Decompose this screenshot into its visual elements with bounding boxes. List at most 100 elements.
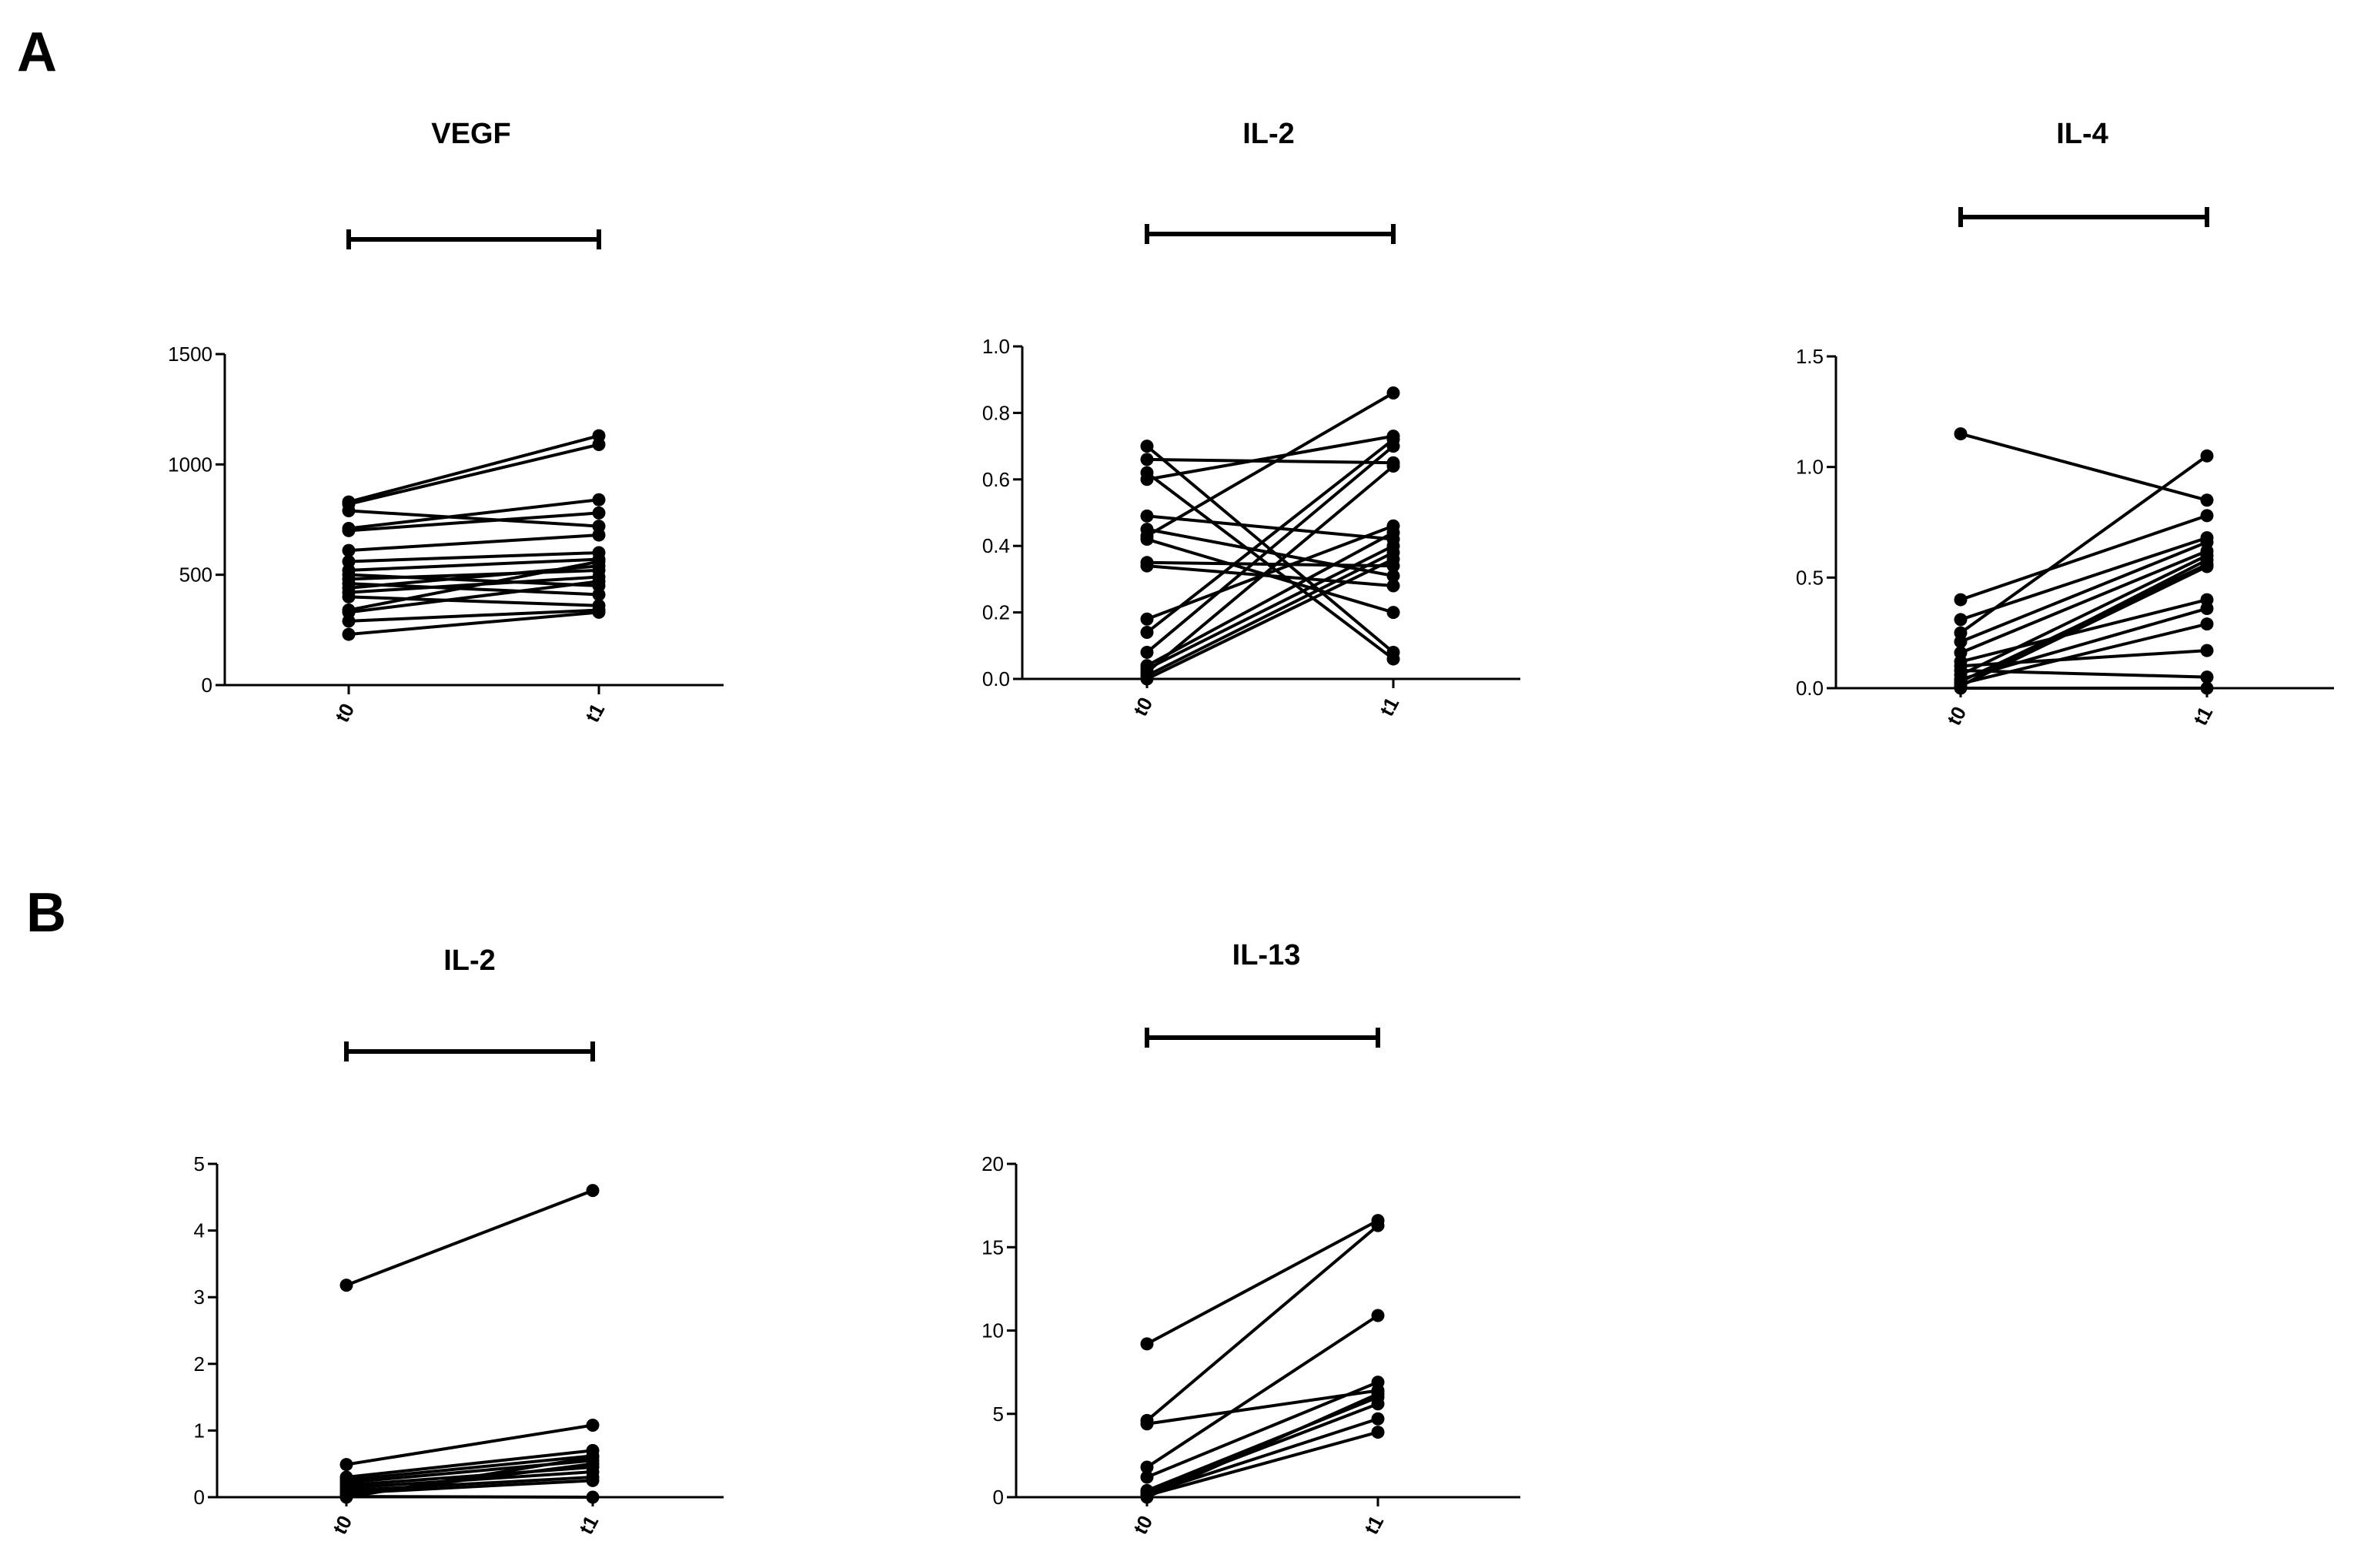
data-point-t0 xyxy=(1140,1470,1154,1484)
data-point-t1 xyxy=(1386,526,1400,540)
series-line xyxy=(346,1454,594,1482)
series-line xyxy=(346,1476,594,1493)
series-line xyxy=(1146,457,1394,465)
data-point-t0 xyxy=(1140,1337,1154,1351)
series-line xyxy=(1959,454,2209,634)
data-point-t1 xyxy=(1386,440,1400,453)
series-line xyxy=(1146,1389,1379,1426)
data-point-t0 xyxy=(339,1490,353,1504)
series-line xyxy=(1960,536,2208,621)
series-line xyxy=(1146,434,1394,481)
series-line xyxy=(1145,438,1395,634)
data-point-t1 xyxy=(1371,1397,1385,1411)
chart-title: IL-4 xyxy=(2056,118,2108,150)
y-tick-label: 5 xyxy=(194,1152,205,1175)
data-point-t1 xyxy=(1371,1412,1385,1426)
data-point-t0 xyxy=(1140,672,1154,686)
series-line xyxy=(348,568,600,581)
data-point-t0 xyxy=(1140,1460,1154,1474)
data-point-t0 xyxy=(1954,427,1968,441)
panel-label-b: B xyxy=(26,882,66,944)
data-point-t0 xyxy=(1140,1490,1154,1504)
x-tick-label: t0 xyxy=(1129,1512,1157,1539)
series-line xyxy=(348,551,600,563)
data-point-t1 xyxy=(2200,602,2214,616)
data-point-t1 xyxy=(592,506,606,520)
y-tick-label: 0.5 xyxy=(1796,566,1824,589)
data-point-t1 xyxy=(586,1490,600,1504)
data-point-t1 xyxy=(2200,644,2214,657)
y-tick-label: 4 xyxy=(194,1219,205,1242)
y-tick-label: 0.2 xyxy=(982,601,1010,624)
data-point-t1 xyxy=(586,1418,600,1432)
x-tick-label: t1 xyxy=(580,700,609,727)
y-tick-label: 500 xyxy=(179,563,212,587)
data-point-t0 xyxy=(1140,533,1154,547)
series-line xyxy=(1145,391,1395,537)
series-line xyxy=(1146,1430,1379,1497)
series-line xyxy=(346,1189,594,1287)
y-tick-label: 0.8 xyxy=(982,401,1010,424)
chart-1: VEGF 0 500 1000 1500 t0 t1 xyxy=(168,118,724,726)
data-point-t0 xyxy=(1140,473,1154,486)
series-line xyxy=(348,443,600,506)
series-line xyxy=(1146,557,1394,680)
series-line xyxy=(348,434,600,504)
series-line xyxy=(346,1449,594,1479)
series-line xyxy=(348,533,600,553)
y-tick-label: 15 xyxy=(981,1235,1004,1259)
series-line xyxy=(1960,669,2208,679)
y-tick-label: 0 xyxy=(993,1486,1004,1509)
data-point-t0 xyxy=(342,543,356,557)
data-point-t1 xyxy=(592,587,606,601)
data-point-t1 xyxy=(1386,569,1400,583)
series-line xyxy=(348,595,600,607)
y-tick-label: 0 xyxy=(202,674,212,697)
data-point-t0 xyxy=(342,627,356,641)
data-point-t1 xyxy=(1371,1309,1385,1322)
data-point-t1 xyxy=(1386,652,1400,666)
series-line xyxy=(346,1423,594,1466)
series-line xyxy=(1146,514,1394,541)
chart-title: IL-2 xyxy=(443,944,496,977)
x-tick-label: t1 xyxy=(1375,694,1403,720)
y-tick-label: 1 xyxy=(194,1419,205,1442)
chart-2: IL-2 0.0 0.2 0.4 0.6 0.8 1.0 t0 t1 xyxy=(982,118,1520,720)
data-point-t0 xyxy=(1140,559,1154,573)
data-point-t1 xyxy=(2200,617,2214,631)
data-point-t1 xyxy=(592,605,606,619)
data-point-t1 xyxy=(1371,1387,1385,1401)
series-line xyxy=(346,1456,594,1499)
x-tick-label: t0 xyxy=(328,1512,356,1539)
data-point-t1 xyxy=(592,438,606,452)
y-tick-label: 20 xyxy=(981,1152,1004,1175)
data-point-t1 xyxy=(2200,670,2214,684)
data-point-t1 xyxy=(592,574,606,588)
y-tick-label: 3 xyxy=(194,1285,205,1309)
series-line xyxy=(1146,1380,1379,1479)
series-line xyxy=(1145,1224,1379,1422)
x-tick-label: t0 xyxy=(1942,703,1971,730)
data-point-t1 xyxy=(586,1184,600,1198)
data-point-t1 xyxy=(586,1450,600,1464)
data-point-t1 xyxy=(2200,509,2214,523)
y-tick-label: 10 xyxy=(981,1319,1004,1342)
series-line xyxy=(1146,551,1394,677)
data-point-t0 xyxy=(1140,626,1154,640)
series-line xyxy=(1960,565,2208,687)
y-tick-label: 0.6 xyxy=(982,468,1010,491)
data-point-t0 xyxy=(1140,612,1154,626)
data-point-t0 xyxy=(1954,613,1968,627)
series-line xyxy=(1145,1314,1379,1469)
data-point-t0 xyxy=(1140,645,1154,659)
y-tick-label: 0.0 xyxy=(1796,677,1824,700)
data-point-t1 xyxy=(1386,386,1400,400)
data-point-t1 xyxy=(592,528,606,542)
data-point-t0 xyxy=(1954,593,1968,607)
chart-4: IL-2 0 1 2 3 4 5 t0 t1 xyxy=(194,944,724,1538)
data-point-t1 xyxy=(592,493,606,507)
series-line xyxy=(348,610,600,637)
data-point-t1 xyxy=(1371,1426,1385,1439)
data-point-t1 xyxy=(2200,681,2214,695)
series-line xyxy=(1960,513,2208,601)
